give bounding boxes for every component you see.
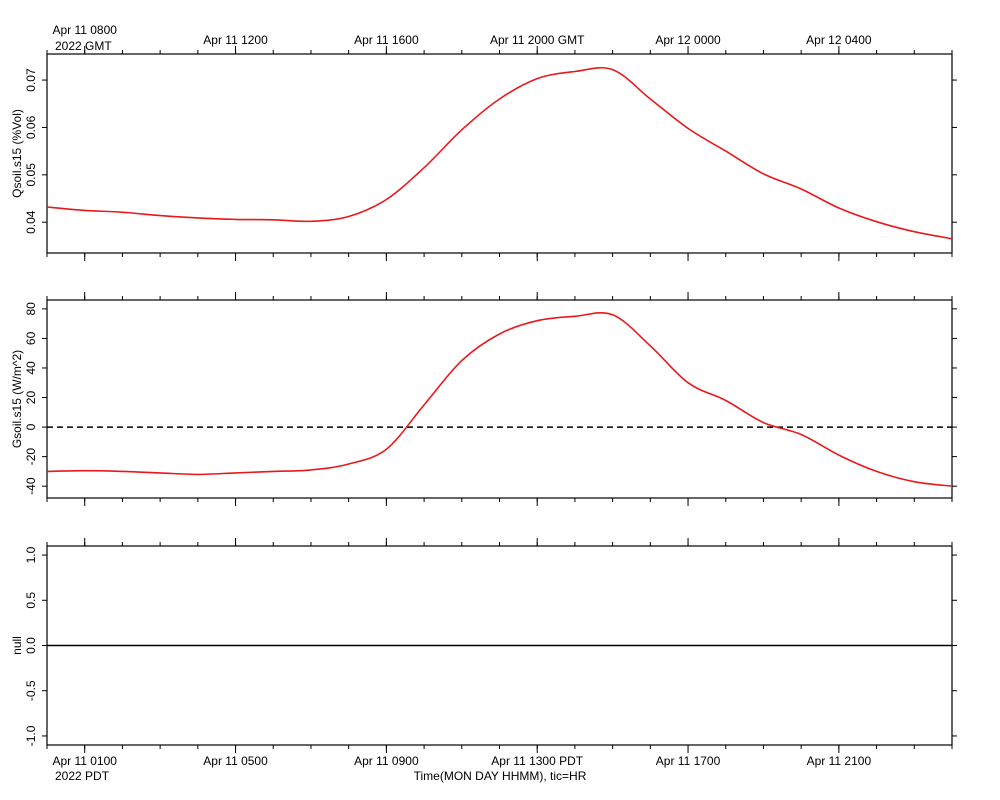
pdt-tick-label: Apr 11 1300 PDT: [491, 754, 583, 768]
y-tick-label: -20: [24, 448, 38, 466]
gmt-tick-label: Apr 11 1200: [203, 33, 268, 47]
y-tick-label: 0.07: [24, 68, 38, 92]
pdt-tick-label: Apr 11 0900: [354, 754, 419, 768]
y-tick-label: -0.5: [24, 680, 38, 701]
chart-panel-1: 0.04 0.05 0.06 0.07 Qsoil.s15 (%Vol): [10, 46, 957, 261]
chart-panels: 0.04 0.05 0.06 0.07 Qsoil.s15 (%Vol) -40 -20 0 2…: [10, 46, 957, 753]
chart-panel-3: -1.0 -0.5 0.0 0.5 1.0 null: [10, 538, 957, 753]
y-tick-label: 60: [24, 331, 38, 345]
gmt-tick-label: Apr 11 2000 GMT: [490, 33, 585, 47]
data-series-line: [46, 312, 953, 487]
y-tick-label: 80: [24, 302, 38, 316]
chart-panel-2: -40 -20 0 20 40 60 80 Gsoil.s15 (W/m^2): [10, 292, 957, 506]
bottom-year-label: 2022 PDT: [55, 769, 110, 783]
plot-frame: [46, 299, 953, 499]
y-axis-label: Gsoil.s15 (W/m^2): [10, 350, 24, 448]
x-axis-label: Time(MON DAY HHMM), tic=HR: [414, 769, 587, 783]
y-tick-label: 0.04: [24, 210, 38, 234]
y-tick-label: 0.05: [24, 163, 38, 187]
gmt-time-labels: Apr 11 0800 Apr 11 1200 Apr 11 1600 Apr 11 …: [52, 23, 871, 47]
pdt-tick-label: Apr 11 0500: [203, 754, 268, 768]
y-tick-label: 0.5: [24, 592, 38, 609]
pdt-tick-label: Apr 11 2100: [807, 754, 872, 768]
y-tick-label: 20: [24, 391, 38, 405]
gmt-tick-label: Apr 11 0800: [52, 23, 117, 37]
y-tick-label: -40: [24, 477, 38, 495]
pdt-tick-label: Apr 11 1700: [656, 754, 721, 768]
y-axis-label: Qsoil.s15 (%Vol): [10, 109, 24, 198]
pdt-time-labels: Apr 11 0100 Apr 11 0500 Apr 11 0900 Apr 11 …: [52, 754, 871, 768]
y-tick-label: 40: [24, 361, 38, 375]
y-tick-label: 1.0: [24, 546, 38, 563]
y-tick-label: 0: [24, 423, 38, 430]
top-year-label: 2022 GMT: [55, 39, 112, 53]
y-tick-label: 0.0: [24, 637, 38, 654]
y-axis-label: null: [10, 636, 24, 655]
y-tick-label: 0.06: [24, 115, 38, 139]
pdt-tick-label: Apr 11 0100: [52, 754, 117, 768]
gmt-tick-label: Apr 12 0400: [806, 33, 872, 47]
plot-frame: [46, 53, 953, 254]
y-tick-label: -1.0: [24, 725, 38, 746]
data-series-line: [46, 66, 953, 240]
gmt-tick-label: Apr 11 1600: [354, 33, 419, 47]
gmt-tick-label: Apr 12 0000: [655, 33, 721, 47]
